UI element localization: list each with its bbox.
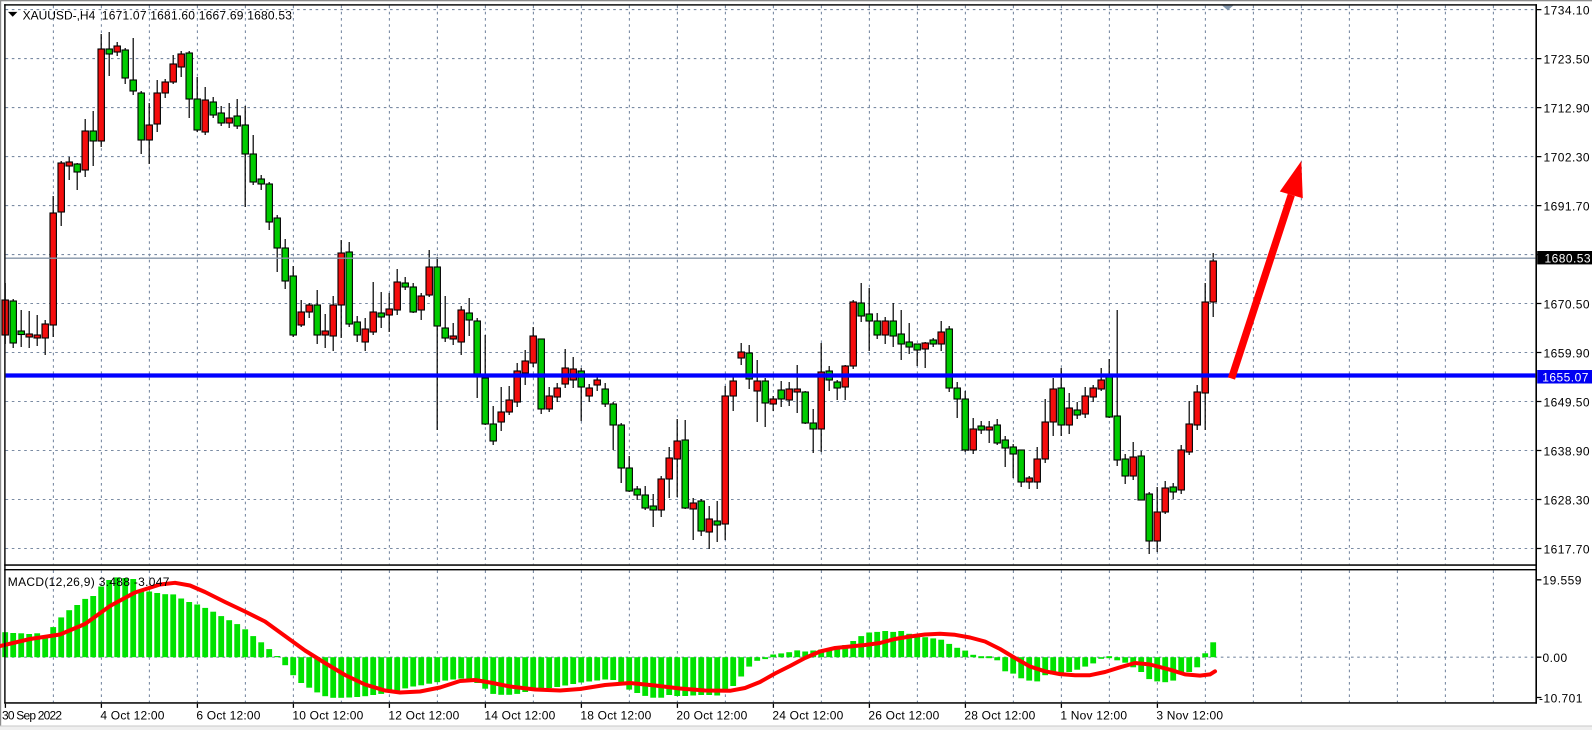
svg-text:1671.07 1681.60 1667.69 1680.5: 1671.07 1681.60 1667.69 1680.53 [102,8,292,22]
svg-text:24 Oct 12:00: 24 Oct 12:00 [772,709,843,723]
svg-text:26 Oct 12:00: 26 Oct 12:00 [868,709,939,723]
svg-text:6 Oct 12:00: 6 Oct 12:00 [196,709,260,723]
svg-text:1 Nov 12:00: 1 Nov 12:00 [1060,709,1127,723]
svg-text:14 Oct 12:00: 14 Oct 12:00 [484,709,555,723]
svg-text:1712.90: 1712.90 [1544,102,1591,116]
svg-text:1680.53: 1680.53 [1545,251,1592,265]
svg-text:1649.50: 1649.50 [1544,396,1591,410]
svg-text:1638.90: 1638.90 [1544,445,1591,459]
svg-text:19.559: 19.559 [1543,574,1582,588]
svg-text:1617.70: 1617.70 [1544,543,1591,557]
svg-text:12 Oct 12:00: 12 Oct 12:00 [388,709,459,723]
svg-text:18 Oct 12:00: 18 Oct 12:00 [580,709,651,723]
svg-text:-10.701: -10.701 [1539,691,1583,705]
svg-text:1659.90: 1659.90 [1544,347,1591,361]
svg-text:1670.50: 1670.50 [1544,298,1591,312]
svg-text:10 Oct 12:00: 10 Oct 12:00 [292,709,363,723]
svg-text:1723.50: 1723.50 [1544,53,1591,67]
svg-text:28 Oct 12:00: 28 Oct 12:00 [964,709,1035,723]
svg-text:1628.30: 1628.30 [1544,494,1591,508]
svg-text:20 Oct 12:00: 20 Oct 12:00 [676,709,747,723]
svg-text:30 Sep 2022: 30 Sep 2022 [2,709,62,723]
svg-text:3 Nov 12:00: 3 Nov 12:00 [1156,709,1223,723]
svg-text:4 Oct 12:00: 4 Oct 12:00 [100,709,164,723]
svg-text:XAUUSD-,H4: XAUUSD-,H4 [23,8,96,22]
svg-text:0.00: 0.00 [1543,651,1568,665]
svg-text:1734.10: 1734.10 [1544,4,1591,18]
svg-text:MACD(12,26,9) 3.488 -3.047: MACD(12,26,9) 3.488 -3.047 [8,575,170,589]
svg-text:1655.07: 1655.07 [1542,370,1589,384]
svg-text:1691.70: 1691.70 [1544,200,1591,214]
svg-text:1702.30: 1702.30 [1544,151,1591,165]
